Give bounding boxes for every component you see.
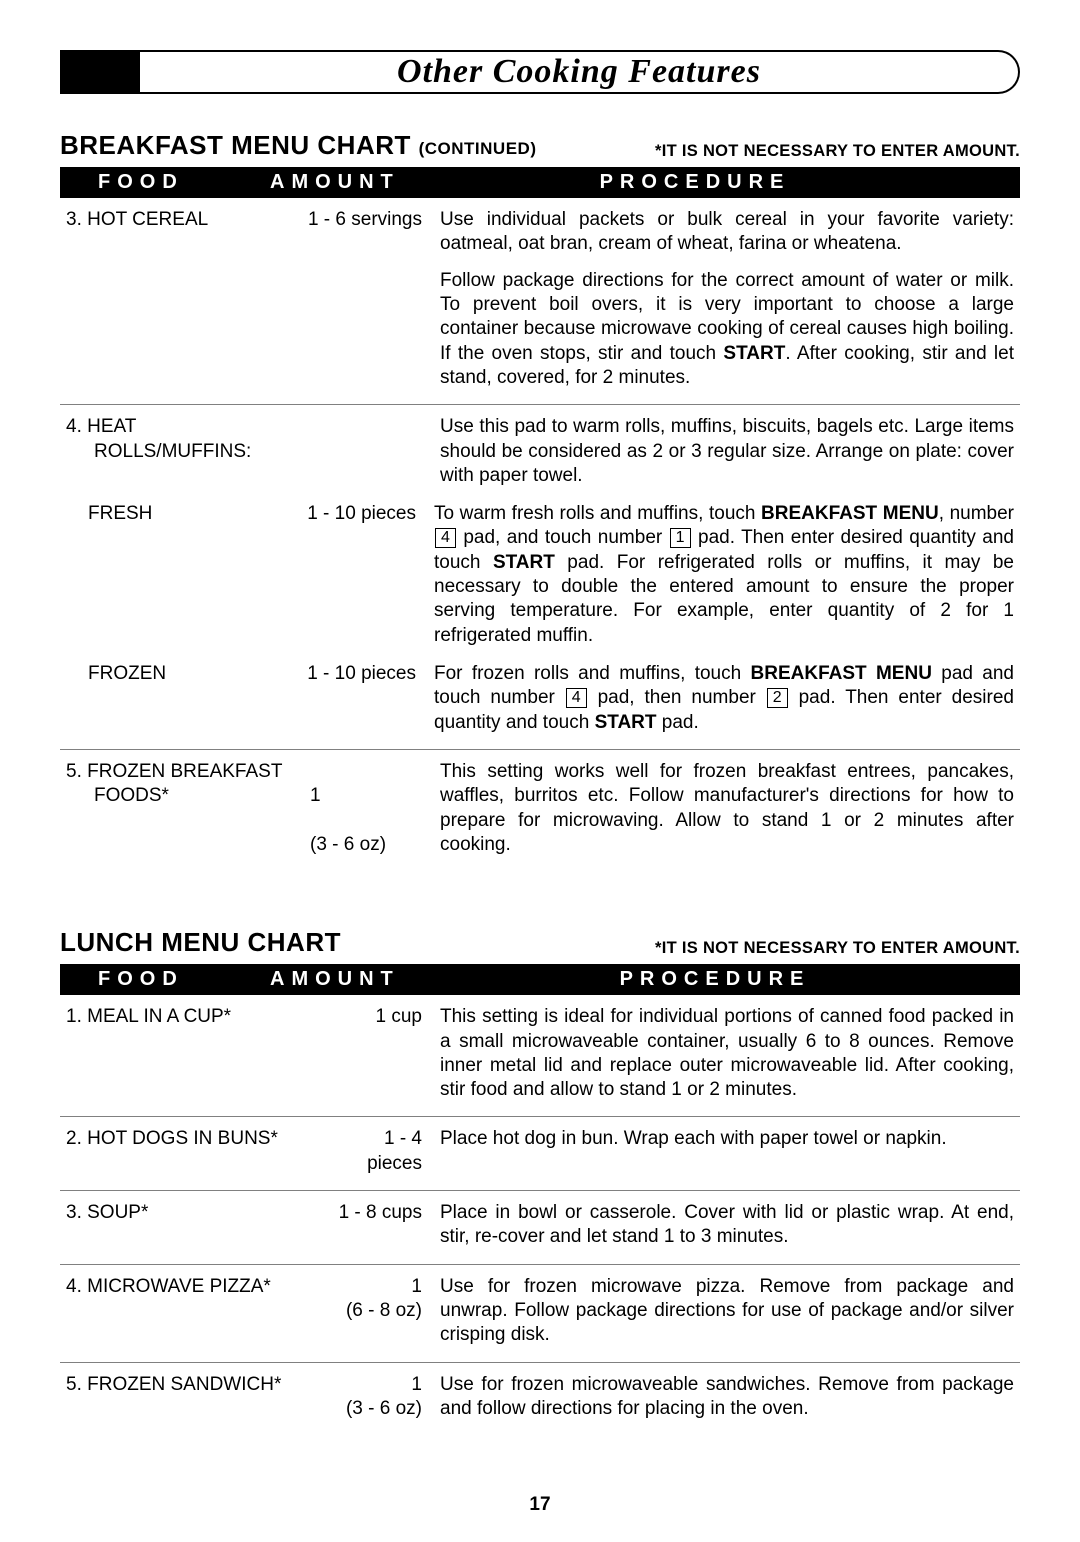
procedure-cell: Place hot dog in bun. Wrap each with pap… (440, 1127, 1020, 1176)
breakfast-heading: BREAKFAST MENU CHART (CONTINUED) (60, 130, 537, 161)
lunch-heading: LUNCH MENU CHART (60, 927, 341, 958)
food-cell: 1. MEAL IN A CUP* (60, 1005, 330, 1102)
table-row: 3. HOT CEREAL 1 - 6 servings Use individ… (60, 198, 1020, 405)
page-number: 17 (0, 1494, 1080, 1516)
header-title-wrap: Other Cooking Features (140, 50, 1020, 94)
sub-row-fresh: FRESH 1 - 10 pieces To warm fresh rolls … (60, 502, 1020, 648)
procedure-cell: Use this pad to warm rolls, muffins, bis… (440, 415, 1020, 488)
food-cell: 4. HEAT ROLLS/MUFFINS: (60, 415, 290, 488)
table-row: 5. FROZEN SANDWICH* 1 (3 - 6 oz) Use for… (60, 1363, 1020, 1436)
sub-procedure: For frozen rolls and muffins, touch BREA… (434, 662, 1020, 735)
sub-row-frozen: FROZEN 1 - 10 pieces For frozen rolls an… (60, 662, 1020, 735)
col-procedure-label: PROCEDURE (490, 968, 1020, 991)
breakfast-heading-sub: (CONTINUED) (419, 139, 537, 158)
sub-amount: 1 - 10 pieces (284, 502, 434, 648)
sub-procedure: To warm fresh rolls and muffins, touch B… (434, 502, 1020, 648)
procedure-cell: This setting works well for frozen break… (440, 760, 1020, 857)
amount-cell: 1 - 4 pieces (330, 1127, 440, 1176)
header-block (60, 50, 140, 94)
table-row: 4. MICROWAVE PIZZA* 1 (6 - 8 oz) Use for… (60, 1265, 1020, 1363)
breakfast-heading-main: BREAKFAST MENU CHART (60, 130, 419, 160)
amount-cell: 1 (3 - 6 oz) (310, 760, 440, 857)
sub-amount: 1 - 10 pieces (284, 662, 434, 735)
amount-cell: 1 cup (330, 1005, 440, 1102)
sub-food-label: FRESH (60, 502, 284, 648)
procedure-text: Follow package directions for the correc… (440, 269, 1014, 391)
breakfast-column-header: FOOD AMOUNT PROCEDURE (60, 167, 1020, 198)
procedure-cell: Use for frozen microwave pizza. Remove f… (440, 1275, 1020, 1348)
amount-cell (290, 415, 440, 488)
table-row: 3. SOUP* 1 - 8 cups Place in bowl or cas… (60, 1191, 1020, 1265)
header-title: Other Cooking Features (397, 53, 761, 91)
procedure-text: Use individual packets or bulk cereal in… (440, 208, 1014, 257)
lunch-heading-row: LUNCH MENU CHART *IT IS NOT NECESSARY TO… (60, 927, 1020, 958)
lunch-column-header: FOOD AMOUNT PROCEDURE (60, 964, 1020, 995)
food-cell: 2. HOT DOGS IN BUNS* (60, 1127, 330, 1176)
amount-cell: 1 (3 - 6 oz) (330, 1373, 440, 1422)
procedure-cell: Use individual packets or bulk cereal in… (440, 208, 1020, 390)
col-procedure-label: PROCEDURE (450, 171, 1020, 194)
food-cell: 3. SOUP* (60, 1201, 330, 1250)
col-food-label: FOOD (60, 171, 270, 194)
keypad-icon: 2 (767, 688, 788, 708)
amount-cell: 1 - 8 cups (330, 1201, 440, 1250)
lunch-note: *IT IS NOT NECESSARY TO ENTER AMOUNT. (655, 939, 1020, 958)
food-cell: 4. MICROWAVE PIZZA* (60, 1275, 330, 1348)
amount-cell: 1 - 6 servings (290, 208, 440, 390)
breakfast-note: *IT IS NOT NECESSARY TO ENTER AMOUNT. (655, 142, 1020, 161)
food-cell: 5. FROZEN SANDWICH* (60, 1373, 330, 1422)
sub-food-label: FROZEN (60, 662, 284, 735)
food-cell: 3. HOT CEREAL (60, 208, 290, 390)
col-food-label: FOOD (60, 968, 270, 991)
keypad-icon: 1 (670, 528, 691, 548)
food-cell: 5. FROZEN BREAKFAST FOODS* (60, 760, 310, 857)
col-amount-label: AMOUNT (270, 968, 490, 991)
procedure-cell: Place in bowl or casserole. Cover with l… (440, 1201, 1020, 1250)
keypad-icon: 4 (566, 688, 587, 708)
lunch-table-body: 1. MEAL IN A CUP* 1 cup This setting is … (60, 995, 1020, 1435)
breakfast-table-body: 3. HOT CEREAL 1 - 6 servings Use individ… (60, 198, 1020, 871)
table-row: 2. HOT DOGS IN BUNS* 1 - 4 pieces Place … (60, 1117, 1020, 1191)
header-bar: Other Cooking Features (60, 50, 1020, 94)
procedure-cell: Use for frozen microwaveable sandwiches.… (440, 1373, 1020, 1422)
keypad-icon: 4 (435, 528, 456, 548)
table-row: 5. FROZEN BREAKFAST FOODS* 1 (3 - 6 oz) … (60, 750, 1020, 871)
col-amount-label: AMOUNT (270, 171, 450, 194)
procedure-cell: This setting is ideal for individual por… (440, 1005, 1020, 1102)
table-row: 1. MEAL IN A CUP* 1 cup This setting is … (60, 995, 1020, 1117)
table-row: 4. HEAT ROLLS/MUFFINS: Use this pad to w… (60, 405, 1020, 750)
amount-cell: 1 (6 - 8 oz) (330, 1275, 440, 1348)
breakfast-heading-row: BREAKFAST MENU CHART (CONTINUED) *IT IS … (60, 130, 1020, 161)
